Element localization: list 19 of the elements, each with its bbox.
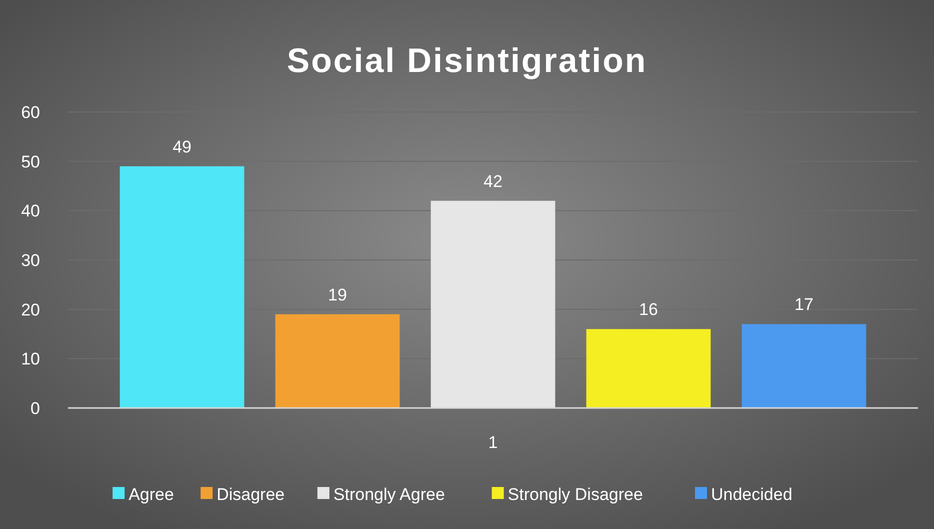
chart-title: Social Disintigration (286, 42, 648, 80)
legend-label: Agree (128, 484, 174, 504)
legend-label: Strongly Agree (333, 484, 445, 504)
y-tick-label: 0 (30, 398, 40, 418)
legend-label: Strongly Disagree (508, 484, 643, 504)
y-tick-label: 30 (21, 250, 40, 270)
data-label: 17 (794, 295, 814, 314)
y-tick-label: 50 (21, 152, 40, 172)
data-label: 49 (172, 137, 192, 156)
y-tick-label: 10 (21, 350, 40, 369)
legend-label: Undecided (711, 484, 792, 504)
data-label: 42 (484, 172, 502, 191)
y-tick-label: 40 (21, 202, 40, 221)
data-label: 16 (639, 300, 658, 320)
y-tick-label: 60 (21, 102, 40, 122)
x-tick-label: 1 (488, 433, 498, 452)
y-tick-label: 20 (21, 300, 40, 320)
data-label: 19 (328, 285, 347, 304)
legend-label: Disagree (216, 484, 285, 504)
